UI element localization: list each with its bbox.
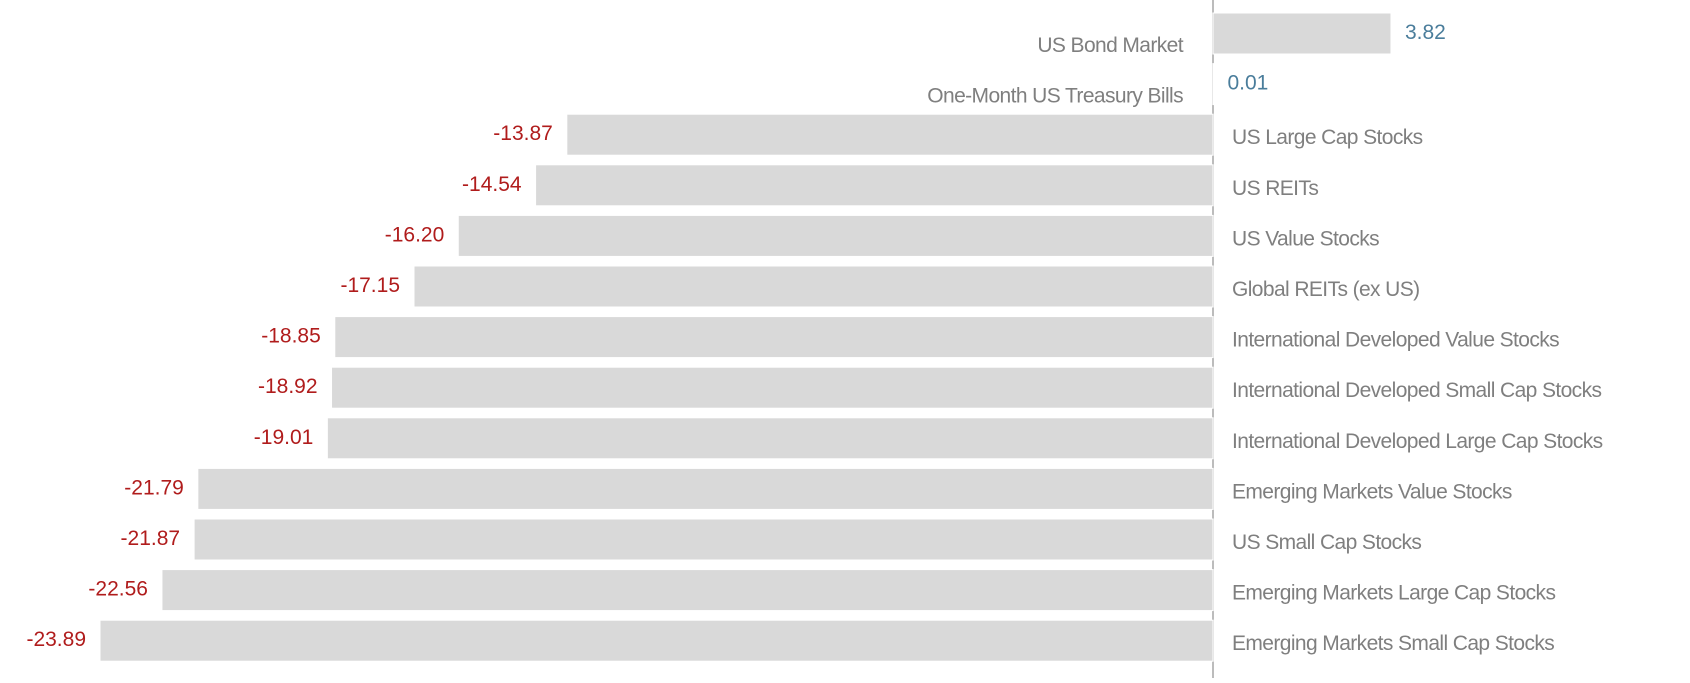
category-label: Emerging Markets Small Cap Stocks xyxy=(1232,632,1554,655)
bar xyxy=(413,265,1214,308)
bar xyxy=(161,569,1214,612)
category-label: International Developed Value Stocks xyxy=(1232,329,1559,352)
bar xyxy=(1212,63,1215,106)
value-label: -22.56 xyxy=(88,578,148,601)
value-label: 3.82 xyxy=(1405,21,1446,44)
value-label: -21.79 xyxy=(124,476,184,499)
value-label: -18.85 xyxy=(261,325,321,348)
bar xyxy=(535,164,1214,207)
value-label: -23.89 xyxy=(26,628,86,651)
category-label: International Developed Large Cap Stocks xyxy=(1232,430,1603,453)
category-label: Emerging Markets Large Cap Stocks xyxy=(1232,582,1555,605)
category-label: Emerging Markets Value Stocks xyxy=(1232,480,1512,503)
value-label: -18.92 xyxy=(258,375,318,398)
category-label: Global REITs (ex US) xyxy=(1232,278,1420,301)
bar xyxy=(197,467,1214,510)
value-label: -14.54 xyxy=(462,173,522,196)
category-label: US Large Cap Stocks xyxy=(1232,126,1423,149)
value-label: -13.87 xyxy=(493,122,553,145)
value-label: -17.15 xyxy=(340,274,400,297)
value-label: -16.20 xyxy=(385,223,445,246)
category-label: US Value Stocks xyxy=(1232,227,1379,250)
bar xyxy=(99,619,1214,662)
category-label: US REITs xyxy=(1232,177,1318,200)
category-label: US Small Cap Stocks xyxy=(1232,531,1421,554)
category-label: International Developed Small Cap Stocks xyxy=(1232,379,1601,402)
category-label: One-Month US Treasury Bills xyxy=(927,85,1183,108)
value-label: 0.01 xyxy=(1227,72,1268,95)
bar xyxy=(331,366,1214,409)
bar xyxy=(457,214,1214,257)
bar xyxy=(1212,12,1392,55)
value-label: -19.01 xyxy=(254,426,314,449)
category-label: US Bond Market xyxy=(1037,34,1183,57)
bar xyxy=(193,518,1214,561)
bar xyxy=(566,113,1214,156)
bar xyxy=(334,316,1214,359)
value-label: -21.87 xyxy=(121,527,181,550)
bar xyxy=(326,417,1214,460)
